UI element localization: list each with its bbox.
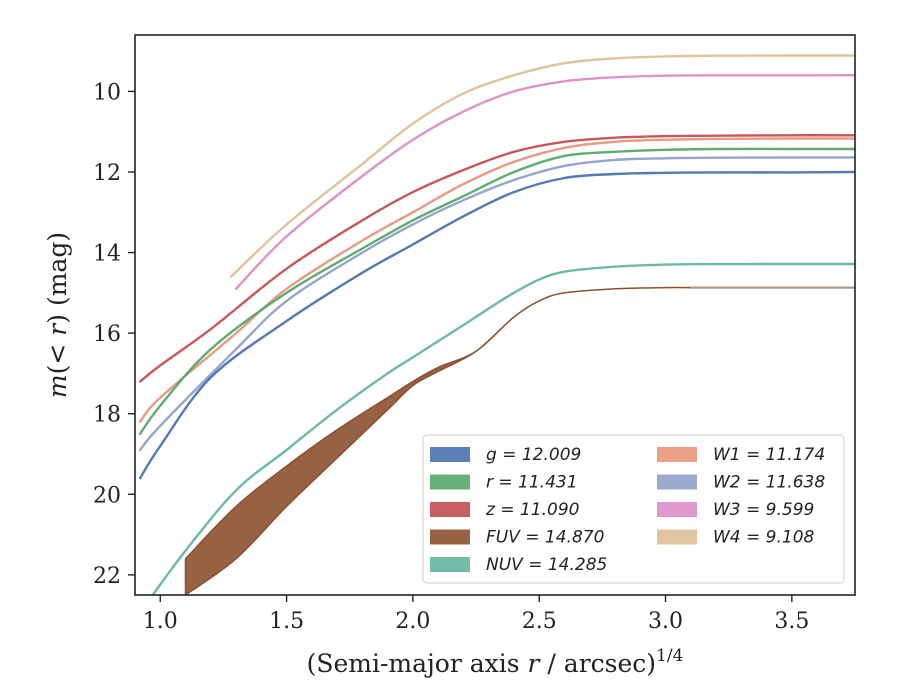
y-tick-label-20: 20 <box>93 483 121 508</box>
series-w3-line <box>234 74 855 290</box>
x-tick-label-1-0: 1.0 <box>143 609 178 634</box>
x-tick-label-3-5: 3.5 <box>774 609 809 634</box>
y-tick-label-12: 12 <box>93 161 121 186</box>
legend-entry-w4: W4 = 9.108 <box>657 528 815 548</box>
legend-entry-z: z = 11.090 <box>430 500 579 520</box>
x-tick-label-2-0: 2.0 <box>395 609 430 634</box>
x-axis-ticks: 1.0 1.5 2.0 2.5 3.0 3.5 <box>143 595 809 634</box>
y-axis-ticks: 10 12 14 16 18 20 22 <box>93 80 135 589</box>
y-tick-label-14: 14 <box>93 242 121 267</box>
legend-label-w2: W2 = 11.638 <box>713 473 825 493</box>
legend-swatch-g <box>430 447 470 462</box>
legend-entry-fuv: FUV = 14.870 <box>430 528 604 548</box>
legend-swatch-w3 <box>657 502 697 517</box>
legend-frame <box>422 434 845 584</box>
series-z-line <box>138 134 855 383</box>
series-g-line <box>138 170 855 480</box>
legend-label-w1: W1 = 11.174 <box>713 445 825 465</box>
legend-swatch-w1 <box>657 447 697 462</box>
legend-swatch-r <box>430 474 470 490</box>
legend-swatch-w2 <box>657 474 697 490</box>
x-tick-label-2-5: 2.5 <box>522 609 557 634</box>
series-w1-line <box>138 137 855 423</box>
series-w4-line <box>229 54 855 278</box>
plot-frame <box>134 34 856 596</box>
y-tick-label-18: 18 <box>93 403 121 428</box>
series-nuv-line <box>151 262 855 595</box>
x-tick-label-1-5: 1.5 <box>269 609 304 634</box>
legend-entry-nuv: NUV = 14.285 <box>430 555 607 575</box>
legend-entry-w2: W2 = 11.638 <box>657 473 825 493</box>
legend-label-fuv: FUV = 14.870 <box>486 528 604 548</box>
legend-swatch-fuv <box>430 529 470 545</box>
legend-swatch-nuv <box>430 557 470 572</box>
series-fuv-band <box>184 286 691 595</box>
y-axis-label: m(< r) (mag) <box>43 232 72 398</box>
legend-entry-g: g = 12.009 <box>430 445 581 465</box>
legend-swatch-w4 <box>657 529 697 545</box>
legend-label-nuv: NUV = 14.285 <box>486 555 607 575</box>
legend: g = 12.009 r = 11.431 z = 11.090 FUV = 14.8… <box>422 434 845 584</box>
legend-entry-w1: W1 = 11.174 <box>657 445 825 465</box>
legend-label-r: r = 11.431 <box>486 473 578 493</box>
legend-label-w3: W3 = 9.599 <box>713 500 814 520</box>
legend-swatch-z <box>430 502 470 517</box>
series-w2-line <box>138 156 855 452</box>
legend-entry-w3: W3 = 9.599 <box>657 500 814 520</box>
legend-label-g: g = 12.009 <box>486 445 581 465</box>
series-layer <box>138 54 855 595</box>
legend-label-w4: W4 = 9.108 <box>713 528 815 548</box>
legend-label-z: z = 11.090 <box>485 500 579 520</box>
y-tick-label-22: 22 <box>93 564 121 589</box>
legend-entry-r: r = 11.431 <box>430 473 578 493</box>
y-tick-label-10: 10 <box>93 80 121 105</box>
y-tick-label-16: 16 <box>93 322 121 347</box>
x-tick-label-3-0: 3.0 <box>648 609 683 634</box>
series-r-line <box>138 147 855 435</box>
x-axis-label: (Semi-major axis r / arcsec)1/4 <box>307 646 684 678</box>
